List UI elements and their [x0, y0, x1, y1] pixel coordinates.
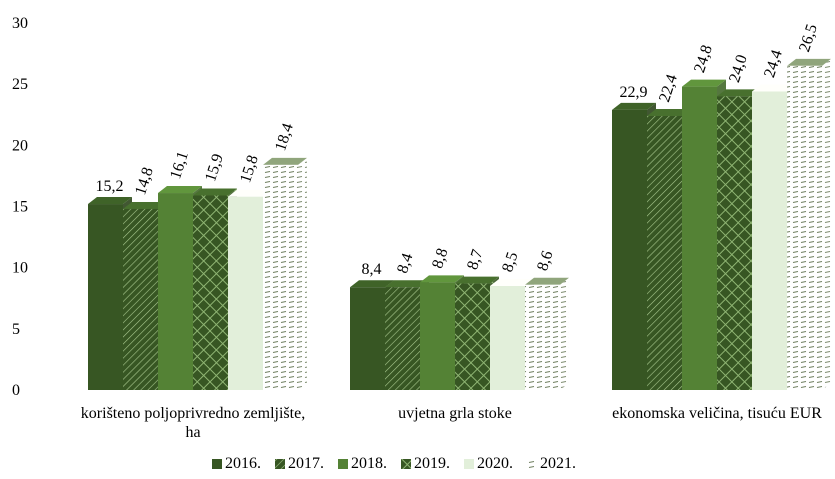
bar-front [420, 282, 455, 390]
bar-top [420, 275, 464, 283]
bar-side [298, 157, 307, 390]
data-label: 8,7 [464, 248, 486, 272]
legend-swatch [212, 459, 222, 469]
legend-label: 2018. [351, 455, 387, 472]
legend-label: 2021. [540, 455, 576, 472]
bar-front [525, 284, 560, 390]
legend-label: 2020. [477, 455, 513, 472]
bar-top [455, 276, 499, 284]
y-tick-label: 15 [12, 199, 28, 216]
x-tick-label: ekonomska veličina, tisuću EUR [612, 405, 822, 422]
bar-side [822, 58, 831, 391]
x-tick-label: korišteno poljoprivredno zemljište, ha [80, 405, 306, 441]
data-label: 8,4 [394, 251, 416, 275]
bar-top [682, 79, 726, 87]
bar [525, 277, 569, 390]
data-label: 24,4 [761, 48, 786, 80]
bar-front [193, 195, 228, 390]
data-label: 26,5 [796, 22, 821, 54]
bar-front [717, 96, 752, 391]
bar-front [228, 196, 263, 390]
bar-top [490, 279, 534, 287]
x-tick-label: uvjetna grla stoke [398, 405, 512, 422]
bar-top [612, 102, 656, 110]
bar-top [123, 201, 167, 209]
bar-front [490, 286, 525, 390]
bar-front [612, 109, 647, 391]
bar-top [158, 186, 202, 194]
bar-front [787, 65, 822, 391]
bar-top [263, 157, 307, 165]
y-tick-label: 20 [12, 137, 28, 154]
y-tick-label: 5 [12, 321, 20, 338]
data-label: 14,8 [132, 165, 157, 197]
bar-top [228, 189, 272, 197]
bar-front [350, 287, 385, 390]
bar-top [752, 84, 796, 92]
y-tick-label: 25 [12, 76, 28, 93]
data-label: 16,1 [167, 149, 192, 181]
data-label: 22,4 [656, 72, 681, 104]
data-label: 8,4 [362, 261, 382, 278]
data-label: 22,9 [620, 84, 648, 101]
data-label: 24,0 [726, 53, 751, 85]
bar-top [350, 280, 394, 288]
y-tick-label: 10 [12, 260, 28, 277]
y-tick-label: 30 [12, 15, 28, 32]
bar-top [193, 188, 237, 196]
bar-front [123, 208, 158, 390]
bar [787, 58, 831, 391]
bar-side [560, 277, 569, 390]
bar-top [647, 108, 691, 116]
data-label: 24,8 [691, 43, 716, 75]
bar-top [717, 89, 761, 97]
legend-swatch [275, 459, 285, 469]
bar-front [263, 164, 298, 390]
data-label: 8,6 [534, 249, 556, 273]
bar-top [88, 197, 132, 205]
data-label: 15,9 [202, 152, 227, 184]
data-label: 8,5 [499, 250, 521, 274]
data-label: 15,2 [96, 178, 124, 195]
bar-front [752, 91, 787, 391]
bar-front [455, 283, 490, 390]
legend-label: 2019. [414, 455, 450, 472]
bar-front [88, 204, 123, 390]
legend-label: 2016. [225, 455, 261, 472]
y-tick-label: 0 [12, 382, 20, 399]
legend-swatch [338, 459, 348, 469]
data-label: 8,8 [429, 246, 451, 270]
data-label: 18,4 [272, 121, 297, 153]
bar-front [385, 287, 420, 390]
legend-label: 2017. [288, 455, 324, 472]
bar-top [787, 58, 831, 66]
bar-front [158, 193, 193, 390]
bar-front [647, 115, 682, 391]
bar-top [385, 280, 429, 288]
legend-swatch [527, 459, 537, 469]
legend-swatch [464, 459, 474, 469]
bar [263, 157, 307, 390]
data-label: 15,8 [237, 153, 262, 185]
bar-top [525, 277, 569, 285]
legend-swatch [401, 459, 411, 469]
bar-front [682, 86, 717, 390]
